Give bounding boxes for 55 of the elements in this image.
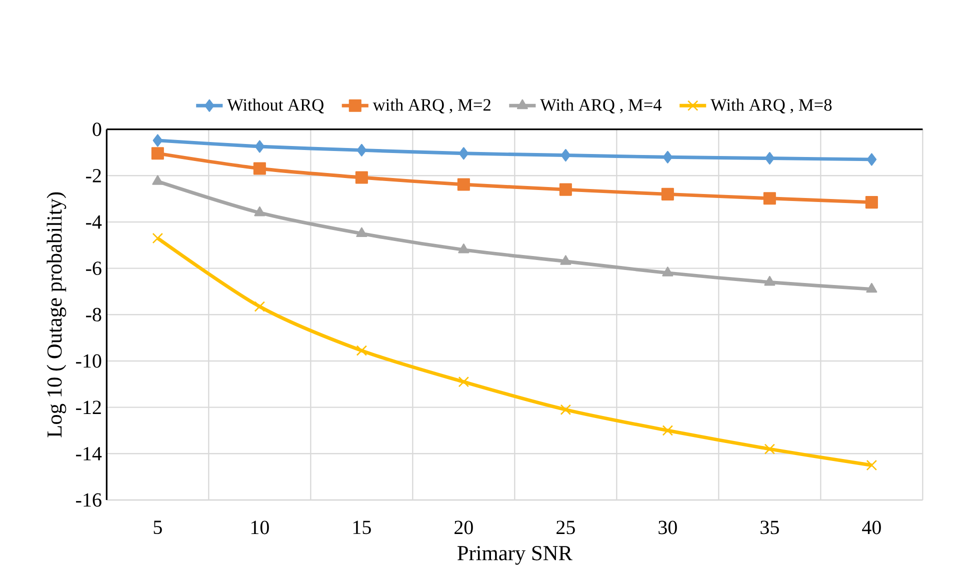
point bbox=[662, 151, 673, 164]
x-axis-title: Primary SNR bbox=[457, 546, 572, 565]
x-tick-label: 25 bbox=[556, 520, 575, 534]
x-tick-label: 10 bbox=[251, 520, 269, 534]
point bbox=[355, 171, 368, 184]
x-tick-label: 15 bbox=[353, 520, 371, 534]
point bbox=[763, 192, 776, 205]
point bbox=[458, 244, 470, 254]
point bbox=[457, 178, 470, 191]
y-tick-label: -8 bbox=[86, 308, 102, 322]
point bbox=[764, 152, 775, 165]
y-tick-label: -14 bbox=[76, 447, 102, 460]
point bbox=[764, 444, 776, 455]
y-tick-label: -6 bbox=[86, 262, 102, 276]
point bbox=[662, 425, 674, 436]
point bbox=[152, 134, 163, 147]
x-tick-label: 35 bbox=[760, 520, 779, 534]
y-axis-title: Log 10 ( Outage probability) bbox=[46, 192, 66, 438]
point bbox=[253, 162, 266, 175]
point bbox=[458, 147, 469, 160]
point bbox=[865, 196, 878, 209]
point bbox=[458, 376, 470, 388]
point bbox=[356, 144, 367, 157]
point bbox=[560, 404, 572, 416]
x-tick-label: 5 bbox=[154, 520, 162, 534]
x-tick-label: 20 bbox=[454, 520, 473, 534]
y-tick-label: -12 bbox=[76, 400, 101, 414]
point bbox=[356, 345, 368, 356]
point bbox=[661, 188, 674, 201]
point bbox=[152, 175, 164, 186]
point bbox=[764, 276, 776, 286]
point bbox=[866, 153, 877, 166]
y-tick-label: -10 bbox=[76, 354, 102, 368]
legend-label: With ARQ , M=4 bbox=[540, 98, 662, 114]
y-tick-label: -2 bbox=[86, 169, 101, 182]
point bbox=[254, 206, 266, 216]
legend-label: with ARQ , M=2 bbox=[372, 98, 490, 114]
point bbox=[662, 266, 674, 277]
x-tick-label: 30 bbox=[658, 520, 677, 534]
point bbox=[866, 283, 878, 293]
point bbox=[356, 227, 368, 238]
y-tick-label: -4 bbox=[86, 216, 102, 229]
y-tick-label: -16 bbox=[76, 493, 102, 507]
point bbox=[151, 147, 164, 160]
point bbox=[560, 255, 572, 266]
y-tick-label: 0 bbox=[92, 122, 102, 136]
point bbox=[152, 232, 164, 244]
point bbox=[560, 149, 571, 162]
point bbox=[254, 301, 266, 312]
point bbox=[254, 140, 265, 153]
x-tick-label: 40 bbox=[862, 520, 881, 534]
legend-label: Without ARQ bbox=[227, 98, 324, 114]
legend-label: With ARQ , M=8 bbox=[710, 98, 832, 114]
point bbox=[866, 460, 878, 471]
point bbox=[559, 183, 572, 196]
